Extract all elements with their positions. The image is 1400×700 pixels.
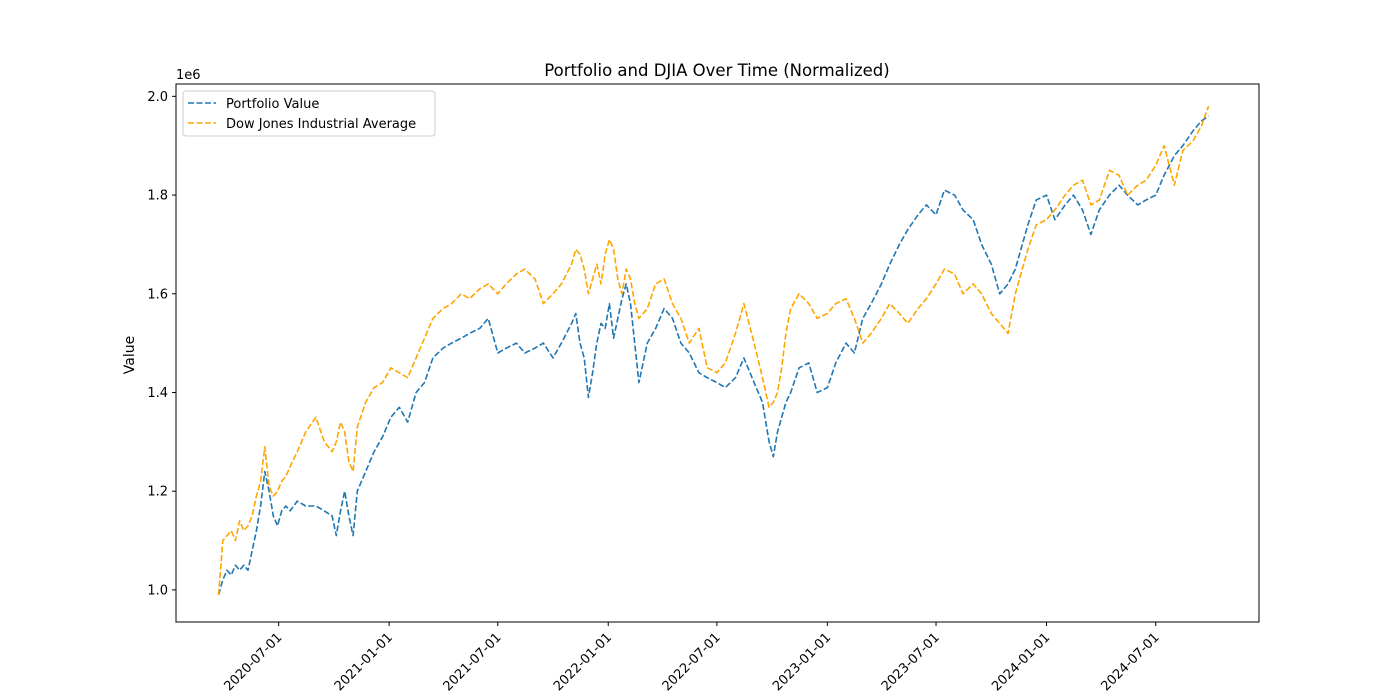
y-tick-label: 1.0 [147, 583, 168, 598]
plot-lines [217, 105, 1210, 596]
y-axis-title: Value [122, 336, 138, 374]
y-tick-label: 2.0 [147, 90, 168, 105]
y-axis-offset-text: 1e6 [176, 68, 201, 83]
y-tick-label: 1.2 [147, 485, 168, 500]
series-line-portfolio [217, 115, 1210, 596]
y-axis: 1.0 1.2 1.4 1.6 1.8 2.0 [147, 90, 176, 598]
legend: Portfolio Value Dow Jones Industrial Ave… [182, 90, 436, 137]
legend-label-portfolio: Portfolio Value [226, 97, 319, 112]
y-tick-label: 1.6 [147, 287, 168, 302]
chart-title: Portfolio and DJIA Over Time (Normalized… [544, 61, 889, 80]
y-tick-label: 1.8 [147, 189, 168, 204]
y-tick-label: 1.4 [147, 386, 168, 401]
series-line-djia [217, 105, 1210, 595]
legend-label-djia: Dow Jones Industrial Average [226, 117, 416, 132]
plot-frame [175, 83, 1260, 623]
legend-box [182, 90, 436, 137]
